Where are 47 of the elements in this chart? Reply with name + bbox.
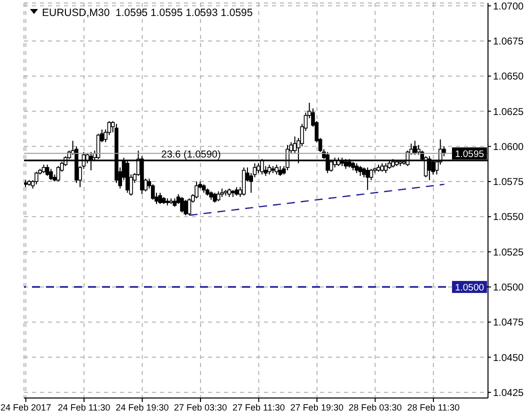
y-tick-label: 1.0500 bbox=[493, 282, 524, 294]
x-tick-label: 24 Feb 19:30 bbox=[116, 402, 169, 412]
x-tick-label: 27 Feb 03:30 bbox=[174, 402, 228, 412]
candlestick bbox=[194, 181, 198, 199]
candlestick bbox=[34, 171, 38, 185]
candlestick bbox=[212, 192, 217, 204]
candlestick bbox=[412, 140, 417, 156]
y-tick-label: 1.0525 bbox=[493, 247, 524, 258]
candlestick bbox=[274, 164, 279, 175]
ref-line-label: 1.0595 bbox=[454, 148, 484, 160]
candlestick bbox=[416, 144, 420, 156]
x-tick-label: 28 Feb 11:30 bbox=[407, 402, 460, 412]
candlestick bbox=[56, 166, 60, 182]
candlestick bbox=[369, 168, 374, 181]
y-tick-label: 1.0450 bbox=[493, 352, 524, 364]
candlestick bbox=[267, 164, 272, 175]
candlestick bbox=[184, 199, 188, 216]
candlestick bbox=[358, 166, 362, 176]
x-tick-label: 24 Feb 11:30 bbox=[58, 402, 110, 412]
ref-line-label: 23.6 (1.0590) bbox=[161, 149, 221, 160]
x-tick-label: 24 Feb 2017 bbox=[0, 402, 52, 412]
candlestick bbox=[187, 198, 192, 216]
y-tick-label: 1.0700 bbox=[493, 1, 524, 12]
candlestick bbox=[278, 166, 282, 176]
candlestick bbox=[158, 192, 162, 205]
y-tick-label: 1.0600 bbox=[493, 142, 524, 153]
ref-line-label: 1.0500 bbox=[454, 282, 484, 294]
y-tick-label: 1.0650 bbox=[493, 72, 524, 83]
chart-title: EURUSD,M30 1.0595 1.0595 1.0593 1.0595 bbox=[42, 7, 253, 19]
candlestick bbox=[384, 162, 388, 174]
x-tick-label: 27 Feb 19:30 bbox=[290, 402, 344, 412]
y-tick-label: 1.0550 bbox=[493, 212, 524, 224]
x-tick-label: 28 Feb 03:30 bbox=[348, 402, 402, 412]
x-tick-label: 27 Feb 11:30 bbox=[232, 402, 285, 412]
y-tick-label: 1.0475 bbox=[493, 318, 524, 329]
candlestick bbox=[49, 168, 53, 181]
y-tick-label: 1.0575 bbox=[493, 177, 524, 188]
candlestick bbox=[180, 196, 184, 213]
candlestick bbox=[242, 166, 246, 196]
y-tick-label: 1.0675 bbox=[493, 36, 524, 48]
candlestick bbox=[216, 190, 220, 202]
candlestick bbox=[354, 162, 359, 174]
y-tick-label: 1.0625 bbox=[493, 106, 524, 118]
y-tick-label: 1.0425 bbox=[493, 388, 524, 399]
candlestick bbox=[256, 162, 260, 174]
candlestick bbox=[366, 166, 370, 190]
candlestick bbox=[45, 164, 50, 176]
